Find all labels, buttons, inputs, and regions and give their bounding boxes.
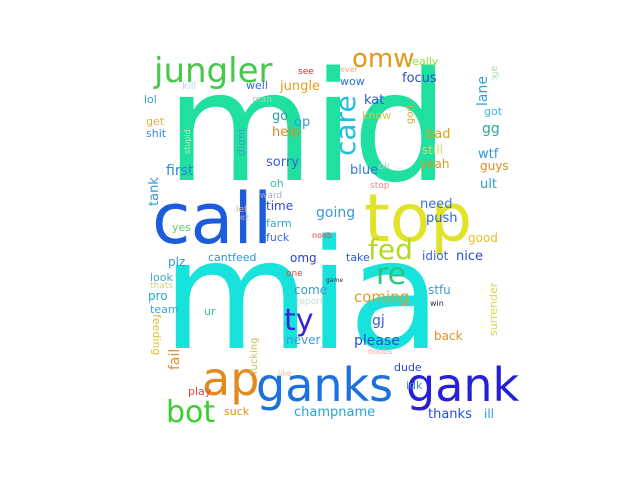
word: ok <box>378 161 390 172</box>
word: stfu <box>428 283 451 297</box>
word: god <box>405 105 416 124</box>
word: idk <box>406 379 423 392</box>
word: stupid <box>183 129 192 154</box>
word: call <box>152 178 273 260</box>
word: thanks <box>428 407 472 422</box>
word: go <box>272 109 289 124</box>
word: mia <box>162 207 441 384</box>
word: know <box>362 109 392 122</box>
word: top <box>364 180 473 257</box>
word: care <box>329 95 362 156</box>
word: surrender <box>487 282 500 336</box>
word: game <box>326 277 344 284</box>
word: first <box>166 163 194 179</box>
word: guys <box>480 159 509 173</box>
word: mid <box>166 44 449 216</box>
word: sorry <box>266 155 299 170</box>
word: one <box>286 269 303 279</box>
word: lane <box>475 76 491 106</box>
word: see <box>298 67 314 77</box>
word: please <box>354 333 400 349</box>
word: noob <box>312 231 332 240</box>
word: ward <box>260 191 283 201</box>
word: cantfeed <box>208 251 257 264</box>
word: going <box>316 205 356 221</box>
word: let <box>236 205 248 215</box>
word: didnt <box>235 127 248 156</box>
word: come <box>294 283 328 297</box>
word: idiot <box>422 249 449 263</box>
word: play <box>188 385 212 398</box>
word: wow <box>340 75 365 88</box>
word: like <box>278 369 292 378</box>
word: oh <box>270 177 284 190</box>
word: omw <box>352 44 415 74</box>
word: fail <box>167 348 183 370</box>
word: gg <box>482 121 500 137</box>
word: ty <box>284 303 314 338</box>
word: jungle <box>280 79 320 94</box>
word: farm <box>266 217 292 230</box>
word: fed <box>368 233 413 266</box>
word: fuck <box>266 231 290 244</box>
word: help <box>272 125 301 140</box>
word: good <box>468 231 498 245</box>
word: get <box>146 115 165 128</box>
word: bot <box>166 395 216 430</box>
word: fucking <box>249 337 260 374</box>
word: bad <box>426 127 451 142</box>
word: ever <box>340 65 358 74</box>
word: wtf <box>478 147 499 162</box>
word: still <box>422 143 443 157</box>
word: team <box>150 303 179 316</box>
word: look <box>150 271 173 284</box>
word: got <box>484 105 503 118</box>
word: ult <box>480 177 497 192</box>
word: blue <box>350 163 379 178</box>
word: nice <box>456 249 483 264</box>
word: ur <box>204 305 216 318</box>
word: really <box>408 55 439 68</box>
word: afk <box>489 66 499 80</box>
word: shit <box>146 127 167 140</box>
word: omg <box>290 251 317 265</box>
word: noobs <box>368 347 393 356</box>
word: feeding <box>150 314 163 356</box>
word: back <box>434 329 463 343</box>
word: win <box>430 299 444 308</box>
word: man <box>252 95 272 105</box>
word: push <box>426 211 458 226</box>
word: plz <box>168 255 186 269</box>
word: champname <box>294 405 376 420</box>
word: gank <box>406 358 520 412</box>
word: report <box>296 297 324 307</box>
word: stop <box>370 181 390 191</box>
word: tank <box>147 177 162 206</box>
word: ap <box>202 352 260 406</box>
word: focus <box>402 71 437 86</box>
word: yes <box>172 221 192 234</box>
word: kill <box>182 81 197 92</box>
word: coming <box>354 288 410 306</box>
word: op <box>294 115 311 130</box>
word: never <box>286 333 321 347</box>
word: ez <box>240 213 250 222</box>
word: need <box>420 197 453 212</box>
word: lol <box>144 93 157 106</box>
word: dude <box>394 361 422 374</box>
word: ill <box>484 407 495 421</box>
word: re <box>376 257 407 292</box>
word: ganks <box>256 358 394 412</box>
word: yeah <box>420 157 450 171</box>
word: pro <box>148 289 168 303</box>
word: time <box>266 199 294 213</box>
word: thats <box>150 281 173 291</box>
word: kat <box>364 93 385 108</box>
word: well <box>246 79 268 92</box>
word: jungler <box>154 51 273 91</box>
word: gj <box>372 313 385 329</box>
word: suck <box>224 405 250 418</box>
word: take <box>346 251 370 264</box>
word-cloud: mid mia call top ganks gank ap bot jungl… <box>144 44 524 432</box>
